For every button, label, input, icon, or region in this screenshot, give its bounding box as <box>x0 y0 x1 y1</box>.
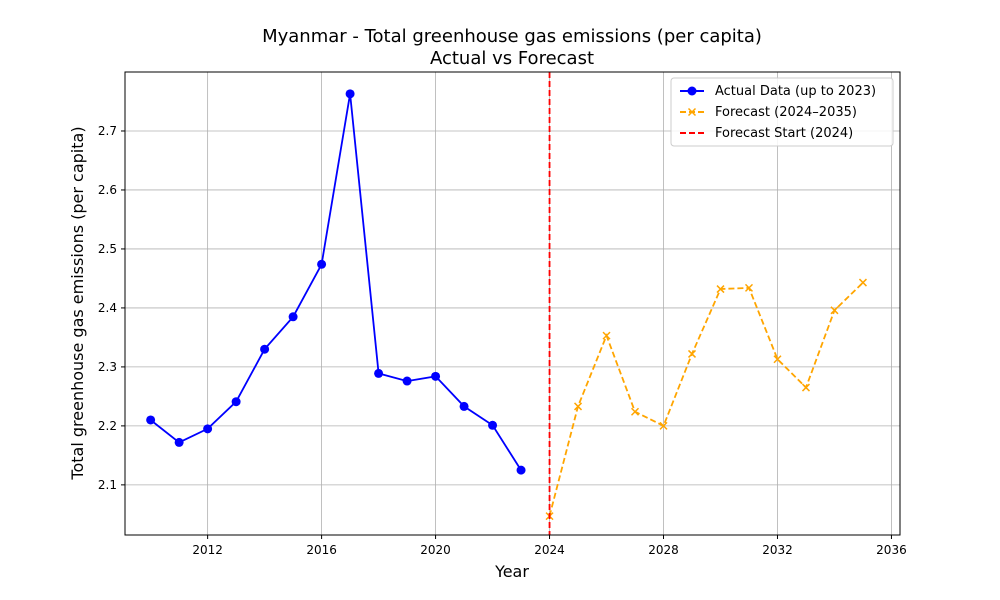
x-tick-label: 2020 <box>420 543 451 557</box>
chart-title: Myanmar - Total greenhouse gas emissions… <box>262 26 762 47</box>
x-tick-label: 2036 <box>876 543 907 557</box>
y-axis-label: Total greenhouse gas emissions (per capi… <box>68 126 87 480</box>
y-tick-label: 2.7 <box>98 124 117 138</box>
actual-data-point <box>459 401 469 411</box>
legend-forecast-marker <box>687 107 697 117</box>
forecast-data-point <box>574 402 583 411</box>
forecast-data-point <box>744 283 754 292</box>
actual-data-point <box>431 371 441 381</box>
y-tick-label: 2.3 <box>98 360 117 374</box>
forecast-data-point <box>773 355 782 364</box>
x-tick-label: 2012 <box>192 543 223 557</box>
legend-forecast-label: Forecast (2024–2035) <box>715 105 857 120</box>
forecast-data-point <box>602 331 611 340</box>
actual-data-point <box>260 344 270 354</box>
actual-data-point <box>402 376 412 386</box>
actual-data-point <box>203 424 213 434</box>
legend: Actual Data (up to 2023) Forecast (2024–… <box>670 77 894 147</box>
x-tick-label: 2032 <box>762 543 793 557</box>
actual-data-point <box>231 397 241 407</box>
actual-series-line <box>150 93 522 471</box>
plot-series <box>146 72 867 535</box>
forecast-data-point <box>630 407 640 416</box>
chart-subtitle: Actual vs Forecast <box>430 48 594 69</box>
forecast-data-point <box>801 383 811 392</box>
actual-data-point <box>374 368 384 378</box>
legend-actual-marker <box>687 86 697 96</box>
x-tick-label: 2028 <box>648 543 679 557</box>
plot-frame <box>124 71 901 536</box>
forecast-data-point <box>687 349 697 358</box>
actual-data-point <box>146 415 156 425</box>
actual-data-point <box>317 259 327 269</box>
forecast-series-line <box>548 281 864 517</box>
y-tick-label: 2.1 <box>98 478 117 492</box>
actual-data-point <box>174 437 184 447</box>
axis-ticks: 2012 2016 2020 2024 2028 2032 2036 2.1 2.2 2.3 2.4… <box>98 124 907 557</box>
legend-box <box>670 77 894 147</box>
legend-forecast-start-label: Forecast Start (2024) <box>715 126 853 141</box>
x-tick-label: 2024 <box>534 543 565 557</box>
actual-data-point <box>516 465 526 475</box>
y-tick-label: 2.5 <box>98 242 117 256</box>
actual-data-point <box>488 420 498 430</box>
x-tick-label: 2016 <box>306 543 337 557</box>
y-tick-label: 2.4 <box>98 301 117 315</box>
forecast-data-point <box>858 278 867 287</box>
forecast-data-point <box>659 421 668 430</box>
legend-actual-label: Actual Data (up to 2023) <box>715 84 876 99</box>
y-tick-label: 2.6 <box>98 183 117 197</box>
y-tick-label: 2.2 <box>98 419 117 433</box>
actual-data-point <box>345 89 355 99</box>
forecast-data-point <box>716 285 725 294</box>
forecast-data-point <box>830 306 839 315</box>
grid-lines <box>125 72 900 535</box>
actual-data-point <box>288 312 298 322</box>
x-axis-label: Year <box>494 562 529 581</box>
